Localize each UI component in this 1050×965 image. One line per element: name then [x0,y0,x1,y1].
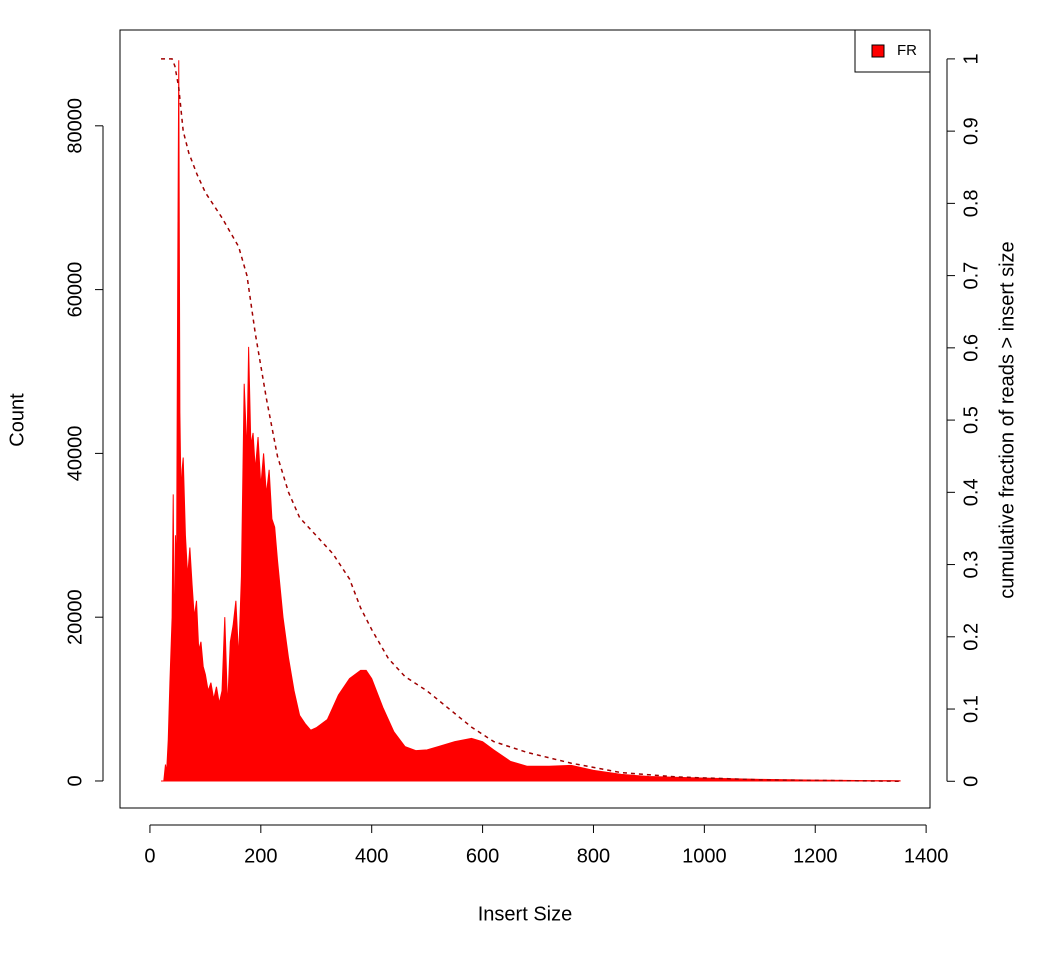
y-tick-label: 80000 [64,98,86,154]
x-tick-label: 1400 [904,845,949,867]
y-tick-label: 20000 [64,589,86,645]
y2-tick-label: 0 [960,776,982,787]
legend-label: FR [897,42,917,59]
y-axis-label: Count [6,393,28,447]
y2-axis-label: cumulative fraction of reads > insert si… [996,241,1018,598]
x-tick-label: 200 [244,845,277,867]
y2-tick-label: 1 [960,53,982,64]
x-tick-label: 600 [466,845,499,867]
x-tick-label: 1000 [682,845,727,867]
y2-tick-label: 0.4 [960,478,982,506]
x-tick-label: 400 [355,845,388,867]
cumulative-line [161,58,901,783]
y2-tick-label: 0.6 [960,334,982,362]
histogram-area [161,60,901,782]
y-tick-label: 40000 [64,426,86,482]
x-tick-label: 1200 [793,845,838,867]
y2-tick-label: 0.5 [960,406,982,434]
y2-tick-label: 0.3 [960,551,982,579]
y2-tick-label: 0.1 [960,695,982,723]
y-tick-label: 0 [64,775,86,786]
x-axis-label: Insert Size [478,903,572,925]
plot-frame [119,29,931,809]
legend-box [854,29,931,73]
y2-tick-label: 0.9 [960,117,982,145]
x-tick-label: 0 [144,845,155,867]
y2-tick-label: 0.7 [960,262,982,290]
x-tick-label: 800 [577,845,610,867]
y2-tick-label: 0.8 [960,189,982,217]
legend-swatch [871,44,885,58]
y2-tick-label: 0.2 [960,623,982,651]
y-tick-label: 60000 [64,262,86,318]
